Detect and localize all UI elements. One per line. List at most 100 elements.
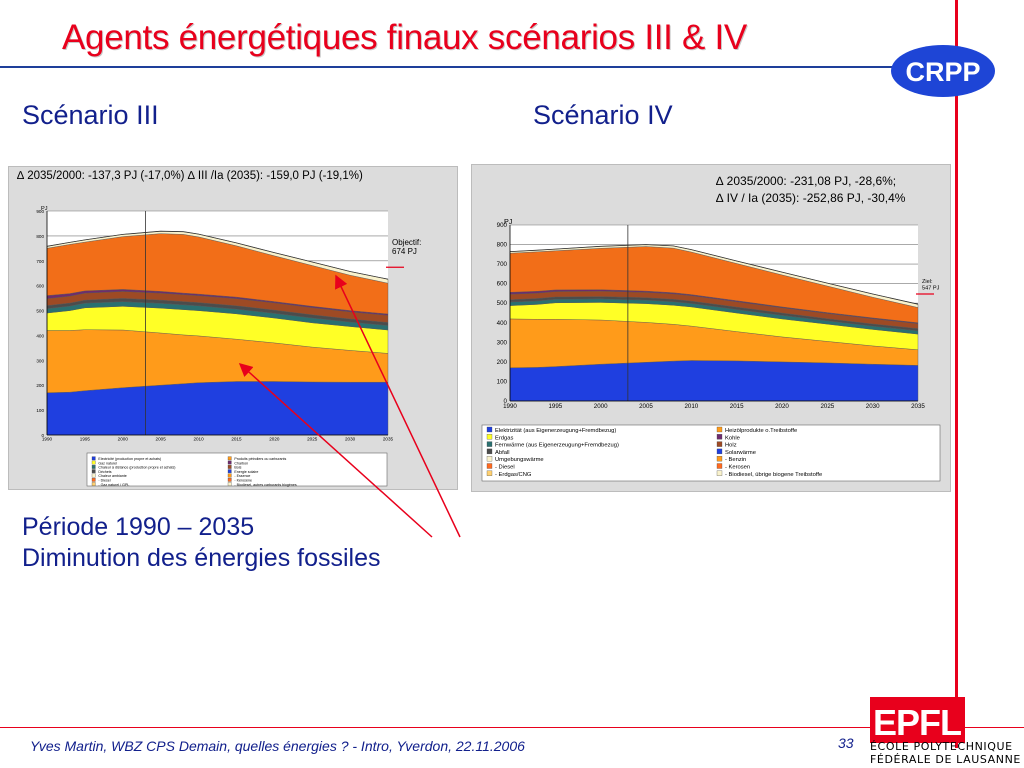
- x-tick-label: 2030: [345, 437, 356, 442]
- slide-title: Agents énergétiques finaux scénarios III…: [62, 18, 747, 57]
- legend-item: Heizölprodukte o.Treibstoffe: [725, 428, 797, 434]
- legend-swatch: [716, 426, 723, 433]
- x-tick-label: 2015: [730, 403, 744, 410]
- legend-item: - Biodiesel, übrige biogene Treibstoffe: [725, 472, 822, 478]
- delta-summary-scenario-3: ∆ 2035/2000: -137,3 PJ (-17,0%) ∆ III /I…: [17, 170, 363, 182]
- x-tick-label: 1995: [548, 403, 562, 410]
- legend-swatch: [91, 465, 96, 469]
- legend-swatch: [486, 426, 493, 433]
- y-tick-label: 100: [36, 408, 44, 413]
- y-tick-label: 200: [36, 383, 44, 388]
- legend-swatch: [227, 460, 232, 465]
- y-tick-label: 900: [36, 209, 44, 214]
- legend-item: Fernwärme (aus Eigenerzeugung+Fremdbezug…: [495, 443, 619, 449]
- y-tick-label: 700: [36, 259, 44, 264]
- legend-item: - Erdgas/CNG: [495, 472, 532, 478]
- y-tick-label: 300: [36, 358, 44, 363]
- x-tick-label: 2005: [639, 403, 653, 410]
- period-note-line2: Diminution des énergies fossiles: [22, 544, 381, 572]
- legend-item: Gaz naturel: [98, 461, 117, 465]
- legend-swatch: [716, 441, 723, 447]
- legend-item: Kohle: [725, 435, 740, 441]
- x-tick-label: 2000: [118, 437, 129, 442]
- legend-item: Elektrizität (aus Eigenerzeugung+Fremdbe…: [495, 428, 616, 434]
- x-tick-label: 2015: [231, 437, 242, 442]
- scenario-4-heading: Scénario IV: [533, 100, 673, 130]
- x-tick-label: 2030: [866, 403, 880, 410]
- chart-scenario-4: 0 100 200 300 400 500 600 700 800 900 1990 1995 2000…: [481, 217, 941, 482]
- legend-swatch: [486, 434, 493, 440]
- y-tick-label: 0: [41, 433, 44, 438]
- legend-item: Chaleur ambiante: [98, 474, 126, 478]
- x-tick-label: 2005: [156, 437, 167, 442]
- x-tick-label: 1995: [80, 437, 91, 442]
- legend-item: Produits pétroliers ou carburants: [234, 457, 286, 461]
- legend-swatch: [227, 469, 232, 474]
- legend-swatch: [716, 434, 723, 440]
- delta-summary-scenario-4-line1: ∆ 2035/2000: -231,08 PJ, -28,6%;: [716, 174, 897, 188]
- title-rule: [0, 66, 905, 68]
- y-tick-label: 800: [36, 234, 44, 239]
- legend-swatch: [227, 465, 232, 469]
- legend-swatch: [91, 469, 96, 474]
- y-tick-label: 400: [497, 320, 508, 327]
- legend-swatch: [91, 460, 96, 465]
- legend-item: - Diesel: [495, 465, 515, 471]
- legend-swatch: [227, 482, 232, 486]
- y-tick-label: 0: [504, 398, 508, 405]
- scenario-3-heading: Scénario III: [22, 100, 159, 130]
- x-tick-label: 1990: [503, 403, 517, 410]
- legend-swatch: [716, 470, 723, 476]
- epfl-line2: FÉDÉRALE DE LAUSANNE: [870, 753, 1021, 766]
- x-tick-label: 2010: [193, 437, 204, 442]
- legend-swatch: [91, 477, 96, 482]
- legend-swatch: [227, 477, 232, 482]
- chart-panel-scenario-3: 0 100 200 300 400 500 600 700 800 900 1990 1995 2000…: [8, 166, 458, 490]
- legend-box: [86, 452, 388, 487]
- y-tick-label: 100: [497, 378, 508, 385]
- legend-swatch: [227, 473, 232, 478]
- y-tick-label: 200: [497, 359, 508, 366]
- legend-swatch: [716, 463, 723, 469]
- period-note: Période 1990 – 2035 Diminution des énerg…: [22, 512, 381, 574]
- epfl-name: ÉCOLE POLYTECHNIQUE FÉDÉRALE DE LAUSANNE: [870, 740, 1021, 766]
- legend-swatch: [486, 441, 493, 447]
- legend-item: Energie solaire: [234, 470, 258, 474]
- legend-item: - Kerosen: [725, 465, 750, 471]
- crpp-logo: CRPP: [891, 45, 995, 97]
- x-tick-label: 2000: [594, 403, 608, 410]
- chart-scenario-3: 0 100 200 300 400 500 600 700 800 900 1990 1995 2000…: [36, 206, 421, 487]
- chart-panel-scenario-4: 0 100 200 300 400 500 600 700 800 900 1990 1995 2000…: [471, 164, 951, 492]
- legend-swatch: [716, 456, 723, 462]
- legend-swatch: [227, 456, 232, 461]
- total-line: [46, 230, 389, 280]
- legend-item: - Diesel: [98, 479, 110, 483]
- y-tick-label: 400: [36, 333, 44, 338]
- footer-rule: [0, 727, 1024, 728]
- legend-swatch: [716, 448, 723, 455]
- x-tick-label: 2035: [383, 437, 394, 442]
- epfl-logo: EPFL: [870, 697, 965, 743]
- legend-item: Electricité (production propre et achats…: [98, 457, 161, 461]
- legend-item: - Kérosène: [234, 479, 252, 483]
- x-tick-label: 2035: [911, 403, 925, 410]
- y-tick-label: 800: [497, 242, 508, 249]
- y-axis-label: PJ: [504, 217, 513, 226]
- x-tick-label: 2020: [269, 437, 280, 442]
- y-tick-label: 500: [36, 309, 44, 314]
- legend-item: Abfall: [495, 450, 510, 456]
- x-tick-label: 2010: [684, 403, 698, 410]
- page-number: 33: [838, 735, 854, 751]
- legend-swatch: [486, 463, 493, 469]
- y-tick-label: 500: [497, 300, 508, 307]
- crpp-logo-text: CRPP: [905, 57, 980, 87]
- x-tick-label: 1990: [42, 437, 53, 442]
- legend-swatch: [486, 448, 493, 455]
- y-tick-label: 600: [497, 281, 508, 288]
- epfl-line1: ÉCOLE POLYTECHNIQUE: [870, 740, 1013, 753]
- legend-item: Charbon: [234, 461, 248, 465]
- legend-swatch: [91, 473, 96, 478]
- legend-item: - Gaz naturel / GPL: [98, 483, 129, 487]
- y-tick-label: 300: [497, 339, 508, 346]
